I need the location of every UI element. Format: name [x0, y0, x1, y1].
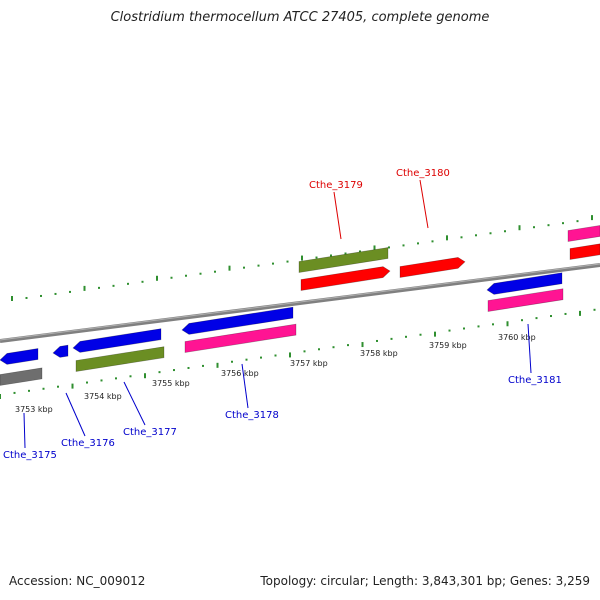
gene-feature-cthe-3179-olive[interactable]: [298, 247, 389, 273]
genome-backbone: [0, 263, 600, 343]
kbp-tick-label: 3757 kbp: [290, 359, 328, 368]
kbp-tick-label: 3754 kbp: [84, 392, 122, 401]
gene-feature-cthe-3178-magenta[interactable]: [184, 323, 297, 353]
kbp-tick-label: 3756 kbp: [221, 369, 259, 378]
gene-feature-cthe-3177-blue[interactable]: [72, 328, 162, 353]
kbp-tick-label: 3753 kbp: [15, 405, 53, 414]
kbp-tick-label: 3759 kbp: [429, 341, 467, 350]
gene-feature-cthe-3180-red[interactable]: [399, 257, 466, 278]
map-title: Clostridium thermocellum ATCC 27405, com…: [110, 10, 490, 25]
gene-feature-cthe-3181-magenta[interactable]: [487, 288, 564, 312]
accession-text: Accession: NC_009012: [9, 574, 146, 588]
gene-label-cthe-3178[interactable]: Cthe_3178: [225, 410, 279, 421]
gene-feature-cthe-3181-blue[interactable]: [486, 272, 563, 295]
gene-label-cthe-3180[interactable]: Cthe_3180: [396, 168, 450, 179]
kbp-tick-label: 3760 kbp: [498, 333, 536, 342]
gene-feature-magenta-right-top[interactable]: [567, 225, 600, 242]
gene-feature-red-right-edge[interactable]: [569, 243, 600, 260]
gene-feature-cthe-3176-blue[interactable]: [52, 344, 69, 358]
gene-feature-cthe-3178-blue[interactable]: [181, 306, 294, 335]
gene-feature-cthe-3175-blue[interactable]: [0, 348, 39, 365]
gene-label-cthe-3175[interactable]: Cthe_3175: [3, 450, 57, 461]
gene-leader-line: [65, 392, 86, 437]
lower-tick-row: [0, 308, 596, 399]
gene-feature-cthe-3179-red[interactable]: [300, 266, 391, 291]
gene-leader-line: [241, 363, 249, 409]
gene-leader-line: [333, 191, 342, 240]
gene-feature-cthe-3175-gray[interactable]: [0, 367, 43, 386]
kbp-tick-label: 3758 kbp: [360, 349, 398, 358]
gene-label-cthe-3176[interactable]: Cthe_3176: [61, 438, 115, 449]
upper-tick-row: [11, 215, 593, 301]
gene-label-cthe-3181[interactable]: Cthe_3181: [508, 375, 562, 386]
gene-leader-line: [419, 179, 429, 229]
kbp-tick-label: 3755 kbp: [152, 379, 190, 388]
gene-label-cthe-3179[interactable]: Cthe_3179: [309, 180, 363, 191]
genome-backbone-highlight: [0, 263, 600, 341]
gene-leader-line: [527, 323, 532, 374]
gene-leader-line: [23, 412, 26, 449]
gene-feature-cthe-3177-olive[interactable]: [75, 346, 165, 372]
gene-leader-line: [123, 381, 146, 426]
genome-stats-text: Topology: circular; Length: 3,843,301 bp…: [260, 574, 590, 588]
gene-label-cthe-3177[interactable]: Cthe_3177: [123, 427, 177, 438]
